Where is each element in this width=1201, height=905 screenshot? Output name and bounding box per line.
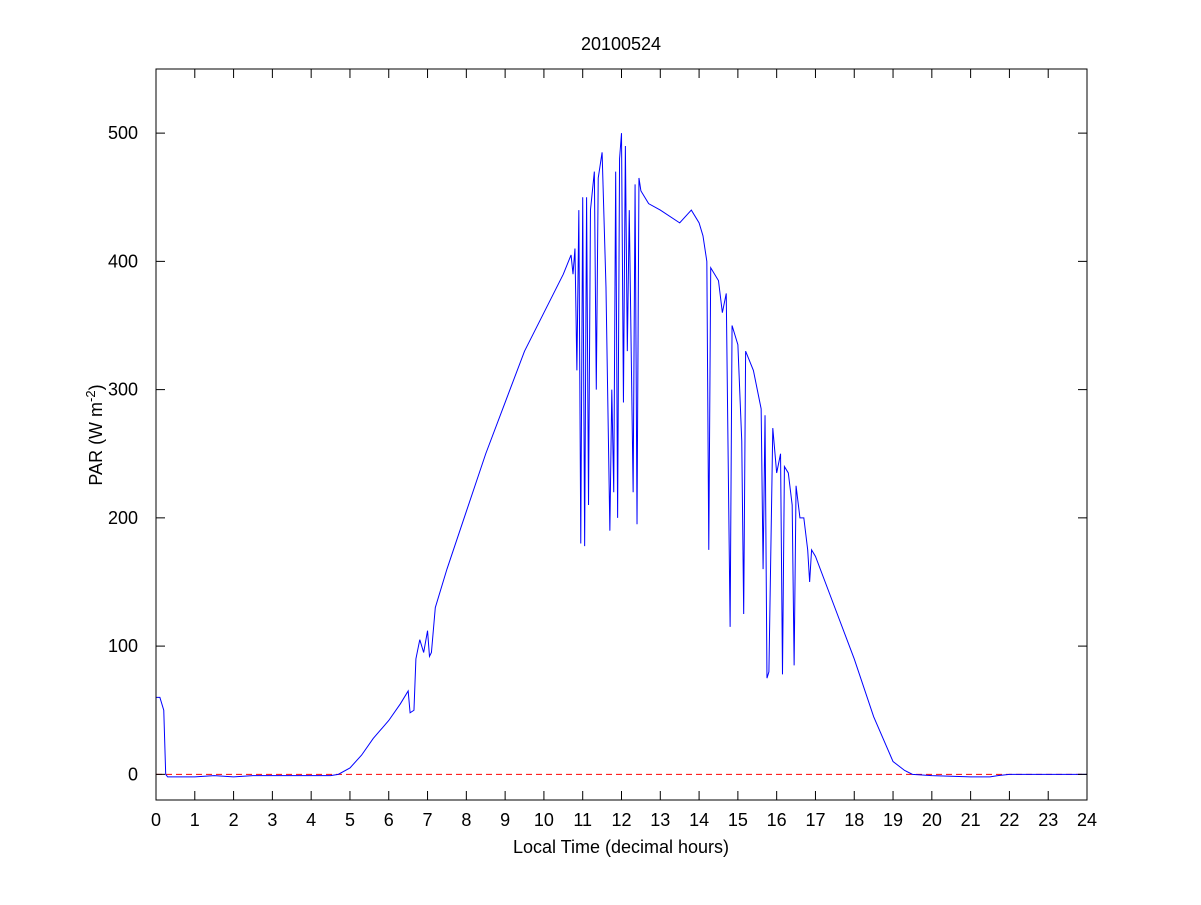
x-tick-label: 17 [805,810,825,830]
x-tick-label: 19 [883,810,903,830]
x-tick-label: 8 [461,810,471,830]
y-axis-label: PAR (W m-2) [83,384,106,485]
x-tick-label: 22 [999,810,1019,830]
y-tick-label: 100 [108,636,138,656]
y-label-sup: -2 [83,390,98,402]
y-label-text: PAR (W m [86,402,106,486]
x-tick-label: 20 [922,810,942,830]
x-tick-label: 24 [1077,810,1097,830]
chart-title: 20100524 [581,34,661,54]
x-tick-label: 13 [650,810,670,830]
x-tick-label: 7 [423,810,433,830]
y-tick-label: 200 [108,508,138,528]
x-tick-label: 14 [689,810,709,830]
data-line [156,133,1087,778]
y-tick-label: 0 [128,764,138,784]
x-tick-label: 18 [844,810,864,830]
x-tick-label: 9 [500,810,510,830]
x-tick-label: 10 [534,810,554,830]
y-label-suffix: ) [86,384,106,390]
x-tick-label: 21 [961,810,981,830]
x-axis-label: Local Time (decimal hours) [513,837,729,857]
x-tick-label: 12 [611,810,631,830]
y-tick-label: 500 [108,123,138,143]
x-tick-label: 4 [306,810,316,830]
x-tick-label: 1 [190,810,200,830]
x-tick-label: 3 [267,810,277,830]
y-tick-label: 400 [108,251,138,271]
x-tick-label: 16 [767,810,787,830]
x-tick-label: 23 [1038,810,1058,830]
x-tick-label: 2 [229,810,239,830]
x-tick-label: 0 [151,810,161,830]
x-tick-label: 5 [345,810,355,830]
x-tick-label: 6 [384,810,394,830]
x-tick-label: 15 [728,810,748,830]
x-tick-label: 11 [573,810,592,830]
y-tick-label: 300 [108,380,138,400]
